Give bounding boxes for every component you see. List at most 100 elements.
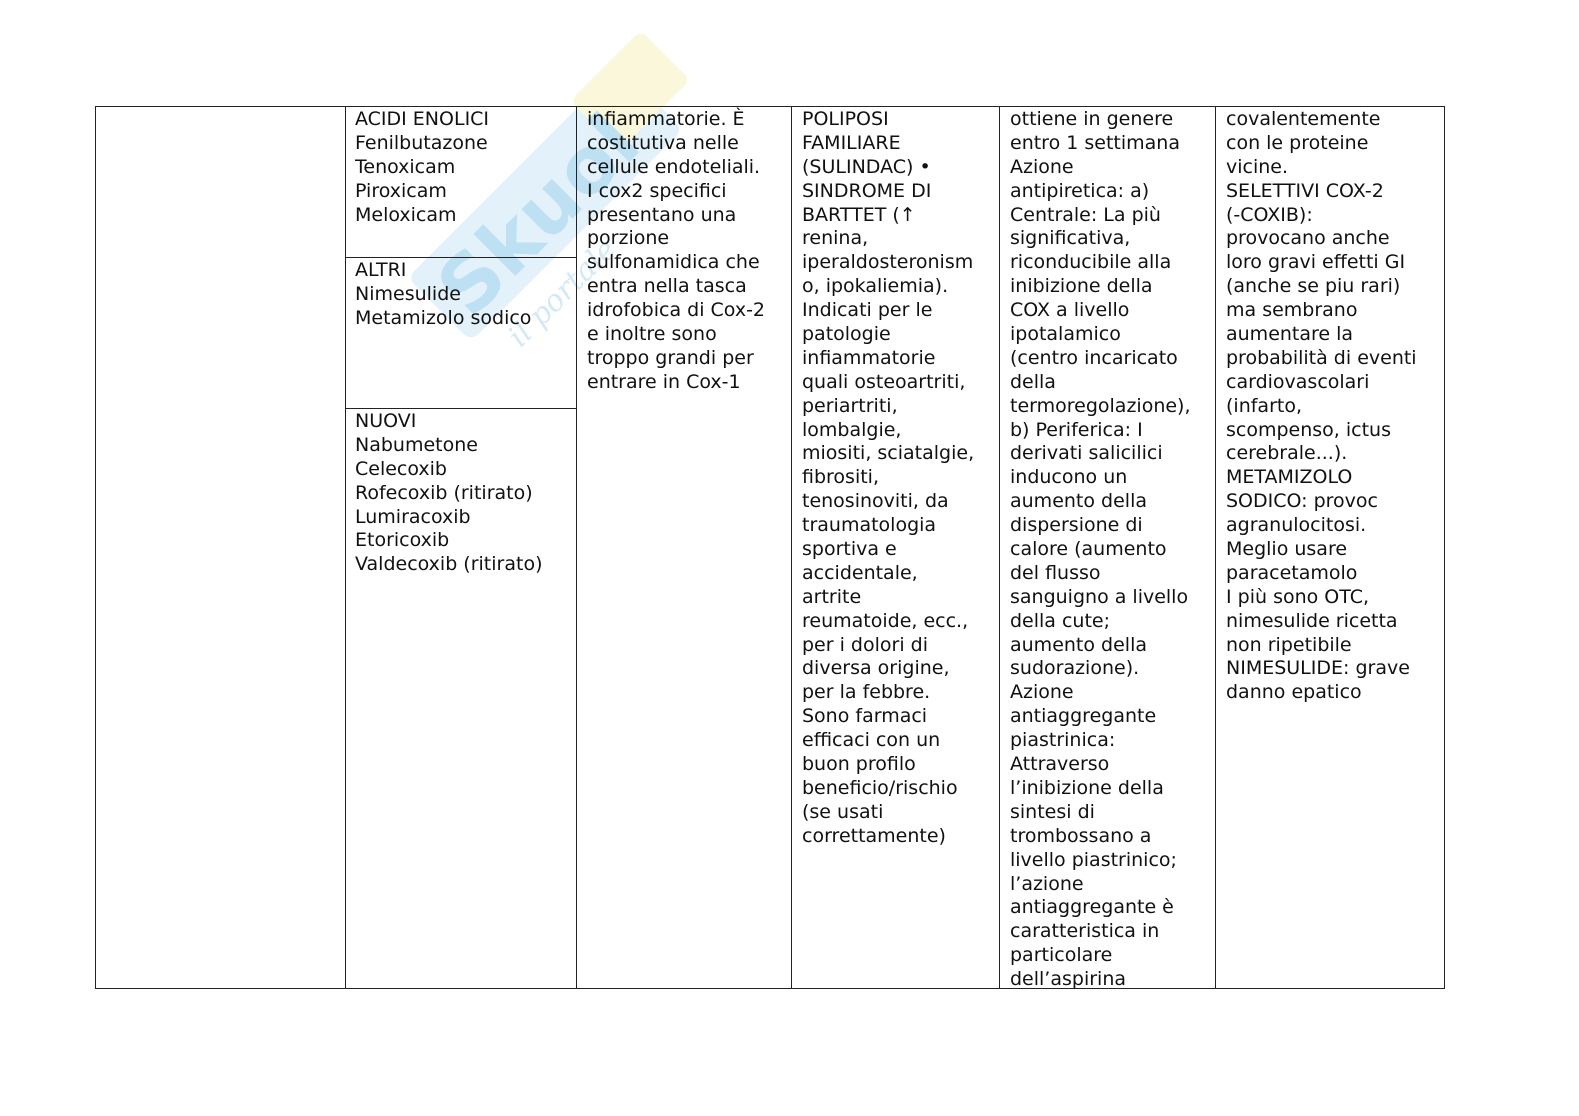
text-line: porzione: [587, 227, 670, 250]
text-line: covalentemente: [1226, 108, 1381, 130]
column-divider: [345, 107, 346, 988]
text-line: cerebrale...).: [1226, 442, 1348, 465]
text-line: I cox2 specifici: [587, 179, 727, 202]
drug-class-nuovi: NUOVI Nabumetone Celecoxib Rofecoxib (ritir…: [355, 410, 542, 577]
text-line: e inoltre sono: [587, 323, 717, 346]
text-line: b) Periferica: I: [1010, 418, 1143, 441]
text-line: livello piastrinico;: [1010, 848, 1177, 871]
column-divider: [999, 107, 1000, 988]
text-line: (infarto,: [1226, 394, 1302, 417]
text-line: POLIPOSI: [802, 108, 889, 130]
text-line: danno epatico: [1226, 681, 1362, 704]
text-line: Celecoxib: [355, 457, 447, 480]
text-line: Fenilbutazone: [355, 131, 488, 154]
column-divider: [791, 107, 792, 988]
text-line: della: [1010, 370, 1056, 393]
text-line: infiammatorie. È: [587, 108, 745, 130]
text-line: beneficio/rischio: [802, 776, 958, 799]
text-line: quali osteoartriti,: [802, 370, 966, 393]
text-line: Azione: [1010, 155, 1074, 178]
text-line: buon profilo: [802, 753, 916, 776]
text-line: agranulocitosi.: [1226, 514, 1367, 537]
text-line: Lumiracoxib: [355, 505, 471, 528]
text-line: FAMILIARE: [802, 131, 901, 154]
text-line: fibrositi,: [802, 466, 879, 489]
text-line: sudorazione).: [1010, 657, 1140, 680]
text-line: l’azione: [1010, 872, 1084, 895]
text-line: aumento della: [1010, 490, 1147, 513]
text-line: caratteristica in: [1010, 920, 1160, 943]
indications-cell: POLIPOSI FAMILIARE (SULINDAC) • SINDROME DI…: [802, 108, 974, 849]
drug-class-altri: ALTRI Nimesulide Metamizolo sodico: [355, 259, 531, 331]
row-divider: [345, 408, 576, 409]
text-line: trombossano a: [1010, 824, 1152, 847]
text-line: sulfonamidica che: [587, 251, 760, 274]
text-line: (-COXIB):: [1226, 203, 1313, 226]
text-line: miositi, sciatalgie,: [802, 442, 975, 465]
text-line: accidentale,: [802, 561, 918, 584]
text-line: tenosinoviti, da: [802, 490, 949, 513]
text-line: della cute;: [1010, 609, 1111, 632]
text-line: Piroxicam: [355, 179, 447, 202]
text-line: Tenoxicam: [355, 155, 456, 178]
text-line: traumatologia: [802, 514, 937, 537]
text-line: ALTRI: [355, 259, 407, 281]
text-line: presentano una: [587, 203, 737, 226]
text-line: Azione: [1010, 681, 1074, 704]
text-line: significativa,: [1010, 227, 1131, 250]
text-line: Rofecoxib (ritirato): [355, 481, 533, 504]
text-line: patologie: [802, 323, 891, 346]
text-line: Metamizolo sodico: [355, 306, 532, 329]
text-line: entro 1 settimana: [1010, 131, 1180, 154]
column-divider: [576, 107, 577, 988]
text-line: vicine.: [1226, 155, 1289, 178]
text-line: I più sono OTC,: [1226, 585, 1370, 608]
text-line: diversa origine,: [802, 657, 950, 680]
text-line: con le proteine: [1226, 131, 1369, 154]
text-line: iperaldosteronism: [802, 251, 974, 274]
text-line: aumento della: [1010, 633, 1147, 656]
text-line: artrite: [802, 585, 862, 608]
text-line: paracetamolo: [1226, 561, 1358, 584]
text-line: METAMIZOLO: [1226, 466, 1353, 489]
text-line: cardiovascolari: [1226, 370, 1370, 393]
text-line: renina,: [802, 227, 869, 250]
actions-cell: ottiene in genere entro 1 settimana Azione…: [1010, 108, 1191, 992]
text-line: piastrinica:: [1010, 729, 1116, 752]
text-line: ma sembrano: [1226, 299, 1358, 322]
notes-table: ACIDI ENOLICI Fenilbutazone Tenoxicam Pirox…: [95, 106, 1445, 992]
text-line: inibizione della: [1010, 275, 1153, 298]
text-line: probabilità di eventi: [1226, 346, 1417, 369]
text-line: (anche se piu rari): [1226, 275, 1401, 298]
text-line: Attraverso: [1010, 753, 1110, 776]
text-line: infiammatorie: [802, 346, 936, 369]
text-line: Etoricoxib: [355, 529, 450, 552]
text-line: per i dolori di: [802, 633, 928, 656]
text-line: BARTTET (↑: [802, 203, 916, 226]
text-line: idrofobica di Cox-2: [587, 299, 766, 322]
text-line: efficaci con un: [802, 729, 941, 752]
text-line: sintesi di: [1010, 800, 1095, 823]
text-line: ACIDI ENOLICI: [355, 108, 490, 130]
text-line: calore (aumento: [1010, 538, 1167, 561]
text-line: entra nella tasca: [587, 275, 747, 298]
text-line: Meloxicam: [355, 203, 457, 226]
text-line: (se usati: [802, 800, 884, 823]
text-line: antipiretica: a): [1010, 179, 1150, 202]
text-line: sanguigno a livello: [1010, 585, 1189, 608]
text-line: reumatoide, ecc.,: [802, 609, 969, 632]
text-line: loro gravi effetti GI: [1226, 251, 1406, 274]
text-line: scompenso, ictus: [1226, 418, 1391, 441]
text-line: NUOVI: [355, 410, 417, 432]
text-line: ipotalamico: [1010, 323, 1121, 346]
text-line: nimesulide ricetta: [1226, 609, 1398, 632]
text-line: inducono un: [1010, 466, 1128, 489]
text-line: correttamente): [802, 824, 946, 847]
text-line: periartriti,: [802, 394, 898, 417]
text-line: per la febbre.: [802, 681, 931, 704]
text-line: riconducibile alla: [1010, 251, 1172, 274]
text-line: lombalgie,: [802, 418, 902, 441]
text-line: costitutiva nelle: [587, 131, 739, 154]
text-line: (centro incaricato: [1010, 346, 1178, 369]
